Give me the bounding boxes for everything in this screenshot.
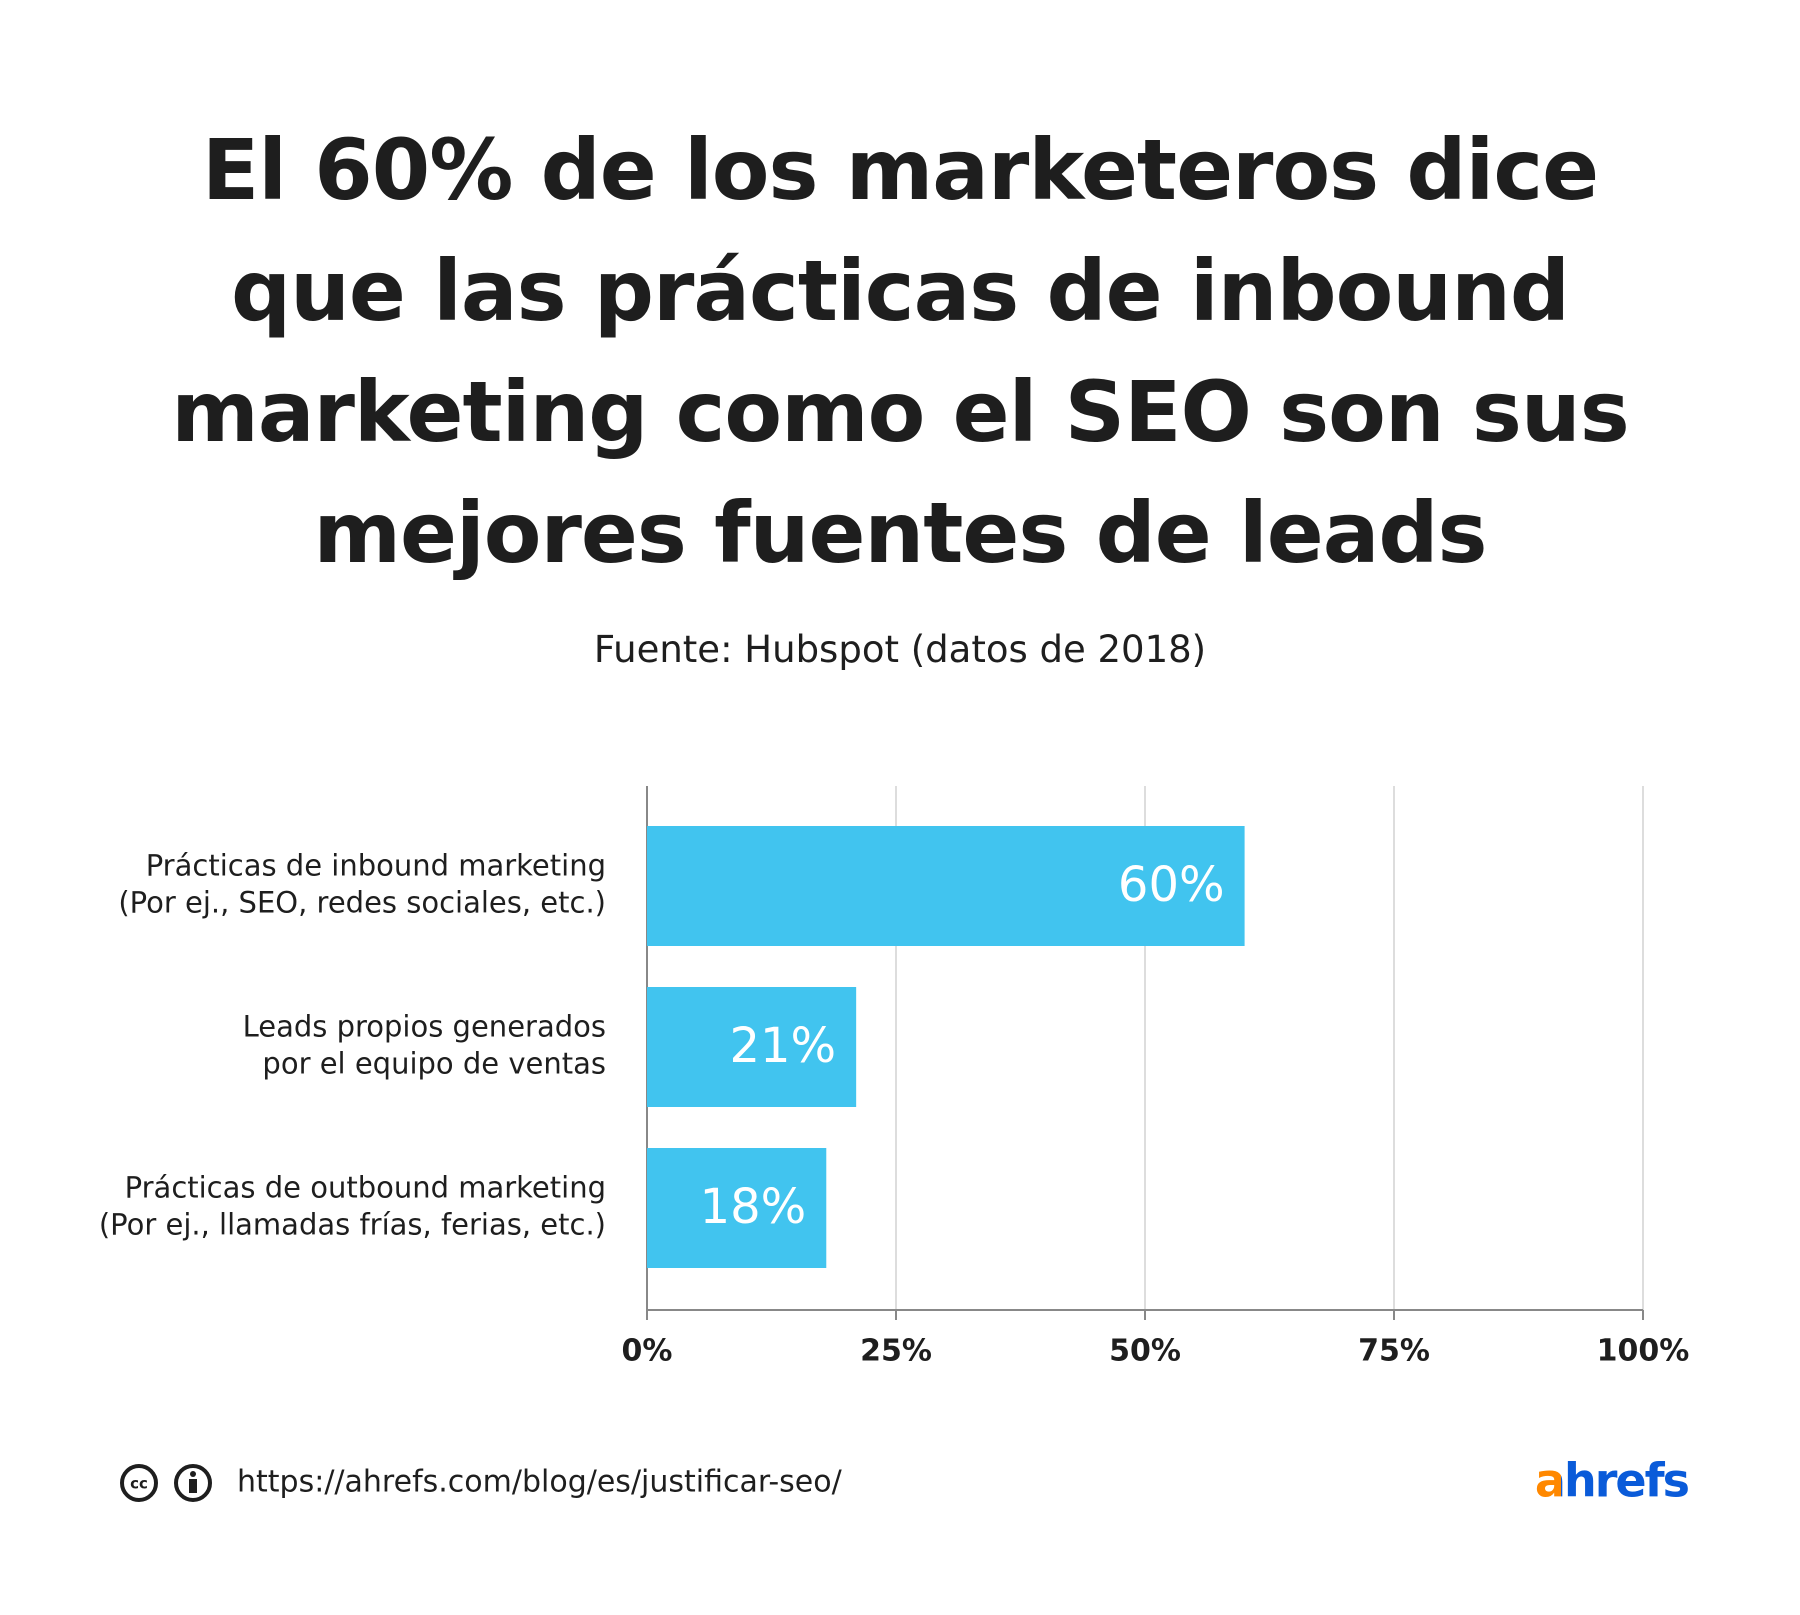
logo: ahrefs xyxy=(1535,1454,1689,1508)
y-tick-label-line: Prácticas de inbound marketing xyxy=(146,849,606,883)
data-label: 18% xyxy=(700,1179,807,1235)
by-icon xyxy=(174,1464,212,1502)
bar xyxy=(647,1148,827,1268)
svg-text:cc: cc xyxy=(130,1475,148,1493)
x-tick-label: 25% xyxy=(860,1334,932,1369)
source-url: https://ahrefs.com/blog/es/justificar-se… xyxy=(237,1465,843,1500)
x-tick-label: 75% xyxy=(1358,1334,1430,1369)
bar xyxy=(647,987,857,1107)
y-tick-label: Leads propios generados por el equipo de … xyxy=(243,1010,606,1081)
x-tick-label: 0% xyxy=(622,1334,673,1369)
cc-icon: cc xyxy=(120,1464,158,1502)
y-tick-label: Prácticas de inbound marketing (Por ej., … xyxy=(118,849,606,920)
y-tick-label: Prácticas de outbound marketing (Por ej.,… xyxy=(99,1171,606,1242)
y-tick-label-line: (Por ej., llamadas frías, ferias, etc.) xyxy=(99,1208,606,1242)
chart-subtitle: Fuente: Hubspot (datos de 2018) xyxy=(593,628,1207,671)
data-label: 21% xyxy=(729,1018,836,1074)
x-tick-label: 50% xyxy=(1109,1334,1181,1369)
data-label: 60% xyxy=(1118,857,1225,913)
chart-title: El 60% de los marketeros dice que las pr… xyxy=(171,121,1629,582)
y-tick-label-line: (Por ej., SEO, redes sociales, etc.) xyxy=(118,886,606,920)
x-tick-label: 100% xyxy=(1597,1334,1690,1369)
y-tick-label-line: Leads propios generados xyxy=(243,1010,606,1044)
bar xyxy=(647,826,1245,946)
y-tick-label-line: por el equipo de ventas xyxy=(262,1047,606,1081)
y-tick-label-line: Prácticas de outbound marketing xyxy=(125,1171,606,1205)
